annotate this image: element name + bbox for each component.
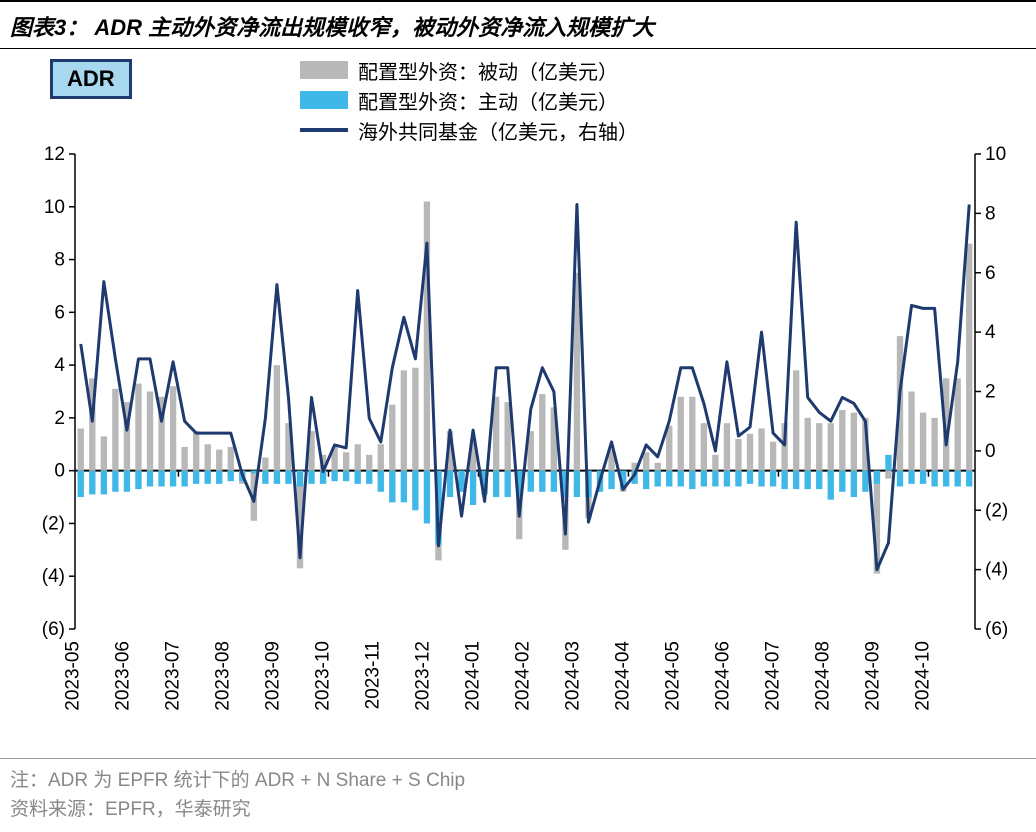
- svg-text:0: 0: [54, 461, 65, 482]
- svg-text:6: 6: [985, 263, 996, 284]
- svg-text:(2): (2): [42, 513, 65, 534]
- chart-title-bar: 图表3： ADR 主动外资净流出规模收窄，被动外资净流入规模扩大: [0, 0, 1036, 49]
- svg-text:4: 4: [985, 322, 996, 343]
- svg-text:4: 4: [54, 355, 65, 376]
- svg-text:2023-09: 2023-09: [262, 641, 283, 711]
- svg-text:(6): (6): [42, 619, 65, 640]
- svg-text:2024-02: 2024-02: [512, 641, 533, 711]
- svg-text:10: 10: [44, 197, 65, 218]
- svg-text:(6): (6): [985, 619, 1008, 640]
- svg-text:2024-08: 2024-08: [812, 641, 833, 711]
- svg-text:2024-01: 2024-01: [462, 641, 483, 711]
- svg-text:(4): (4): [42, 566, 65, 587]
- chart-area: ADR 配置型外资：被动（亿美元） 配置型外资：主动（亿美元） 海外共同基金（亿…: [0, 49, 1036, 749]
- svg-text:2024-06: 2024-06: [712, 641, 733, 711]
- svg-text:2024-05: 2024-05: [662, 641, 683, 711]
- chart-svg: (6) (4) (2) 0 2 4 6 8 10 12 (6) (4) (2) 0 2 4 6 8 10 2023-0…: [0, 49, 1036, 749]
- svg-text:8: 8: [985, 203, 996, 224]
- svg-text:12: 12: [44, 144, 65, 165]
- svg-text:8: 8: [54, 250, 65, 271]
- svg-text:2023-12: 2023-12: [412, 641, 433, 711]
- svg-text:2024-07: 2024-07: [762, 641, 783, 711]
- svg-text:2023-06: 2023-06: [112, 641, 133, 711]
- svg-text:6: 6: [54, 302, 65, 323]
- svg-text:2: 2: [54, 408, 65, 429]
- svg-text:(4): (4): [985, 560, 1008, 581]
- svg-text:2023-07: 2023-07: [162, 641, 183, 711]
- chart-title: 图表3： ADR 主动外资净流出规模收窄，被动外资净流入规模扩大: [10, 10, 1026, 42]
- svg-text:2023-11: 2023-11: [362, 641, 383, 709]
- svg-text:(2): (2): [985, 500, 1008, 521]
- footer-note: 注：ADR 为 EPFR 统计下的 ADR + N Share + S Chip: [10, 767, 1026, 796]
- svg-text:2024-10: 2024-10: [912, 641, 933, 711]
- svg-text:10: 10: [985, 144, 1006, 165]
- svg-text:2023-08: 2023-08: [212, 641, 233, 711]
- footer-source: 资料来源：EPFR，华泰研究: [10, 796, 1026, 825]
- svg-text:2: 2: [985, 382, 996, 403]
- chart-footer: 注：ADR 为 EPFR 统计下的 ADR + N Share + S Chip…: [0, 758, 1036, 832]
- svg-text:0: 0: [985, 441, 996, 462]
- svg-text:2024-04: 2024-04: [612, 641, 633, 711]
- svg-text:2023-05: 2023-05: [62, 641, 83, 711]
- svg-text:2024-03: 2024-03: [562, 641, 583, 711]
- svg-text:2024-09: 2024-09: [862, 641, 883, 711]
- svg-text:2023-10: 2023-10: [312, 641, 333, 711]
